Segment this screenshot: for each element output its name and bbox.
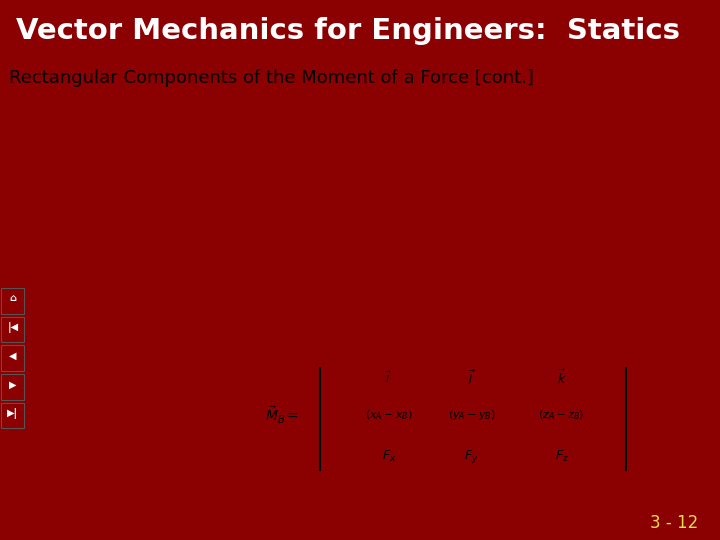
Text: ⌂: ⌂	[9, 293, 17, 303]
Text: ▶: ▶	[9, 380, 17, 389]
Text: $F_z$: $F_z$	[554, 449, 569, 464]
FancyBboxPatch shape	[1, 374, 24, 400]
Text: $(z_A - z_B)$: $(z_A - z_B)$	[539, 408, 585, 422]
Text: ◀: ◀	[9, 351, 17, 361]
Text: Rectangular Components of the Moment of a Force [cont.]: Rectangular Components of the Moment of …	[9, 69, 534, 87]
Text: |◀: |◀	[7, 321, 19, 333]
FancyBboxPatch shape	[1, 288, 24, 314]
Text: $\vec{\imath}$: $\vec{\imath}$	[385, 370, 392, 386]
FancyBboxPatch shape	[1, 403, 24, 428]
FancyBboxPatch shape	[1, 317, 24, 342]
Text: $\vec{\jmath}$: $\vec{\jmath}$	[467, 369, 476, 387]
Text: $F_y$: $F_y$	[464, 448, 479, 464]
Text: ▶|: ▶|	[7, 408, 19, 418]
Text: $\vec{M}_B =$: $\vec{M}_B =$	[265, 404, 299, 426]
Text: Vector Mechanics for Engineers:  Statics: Vector Mechanics for Engineers: Statics	[16, 17, 680, 45]
Text: $(y_A - y_B)$: $(y_A - y_B)$	[448, 408, 495, 422]
Text: $\vec{k}$: $\vec{k}$	[557, 369, 567, 387]
Text: $F_x$: $F_x$	[382, 449, 396, 464]
Text: 3 - 12: 3 - 12	[650, 515, 698, 532]
FancyBboxPatch shape	[1, 346, 24, 371]
Text: $(x_A - x_B)$: $(x_A - x_B)$	[365, 408, 413, 422]
